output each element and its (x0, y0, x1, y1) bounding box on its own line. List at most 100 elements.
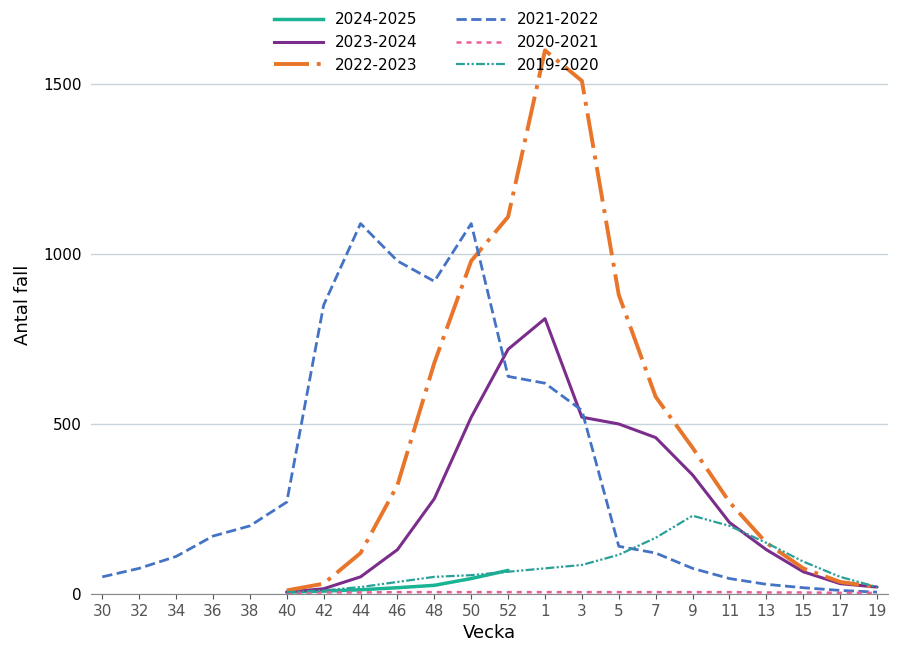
2023-2024 (465, 413, 476, 421)
2023-2024 (576, 413, 587, 421)
2021-2022 (761, 581, 772, 588)
2022-2023 (834, 578, 845, 586)
2019-2020 (429, 573, 440, 581)
2022-2023 (502, 213, 513, 220)
2023-2024 (281, 588, 292, 596)
2022-2023 (539, 47, 550, 54)
2021-2022 (576, 407, 587, 415)
X-axis label: Vecka: Vecka (463, 624, 516, 642)
2019-2020 (613, 551, 624, 559)
2023-2024 (650, 434, 661, 441)
2022-2023 (761, 539, 772, 547)
2024-2025 (355, 586, 366, 594)
2021-2022 (207, 532, 218, 540)
2021-2022 (244, 522, 255, 530)
2020-2021 (465, 588, 476, 596)
Line: 2019-2020: 2019-2020 (287, 516, 877, 592)
Line: 2021-2022: 2021-2022 (102, 224, 877, 592)
2019-2020 (761, 539, 772, 547)
2023-2024 (871, 583, 882, 591)
2021-2022 (355, 220, 366, 228)
2021-2022 (97, 573, 107, 581)
2024-2025 (392, 584, 403, 592)
2020-2021 (687, 588, 698, 596)
2024-2025 (281, 588, 292, 596)
2019-2020 (318, 586, 329, 594)
2021-2022 (724, 575, 735, 583)
Line: 2020-2021: 2020-2021 (287, 592, 877, 593)
2022-2023 (724, 498, 735, 506)
2020-2021 (724, 588, 735, 596)
2021-2022 (392, 257, 403, 265)
2021-2022 (834, 586, 845, 594)
2022-2023 (465, 257, 476, 265)
2020-2021 (761, 588, 772, 596)
2022-2023 (281, 586, 292, 594)
2020-2021 (429, 588, 440, 596)
2021-2022 (170, 552, 181, 560)
2019-2020 (392, 578, 403, 586)
2020-2021 (798, 588, 809, 596)
2019-2020 (650, 534, 661, 542)
2022-2023 (871, 583, 882, 591)
2020-2021 (613, 588, 624, 596)
2023-2024 (761, 546, 772, 554)
2023-2024 (539, 315, 550, 323)
2020-2021 (318, 588, 329, 596)
2021-2022 (871, 588, 882, 596)
2022-2023 (798, 564, 809, 572)
2021-2022 (429, 277, 440, 285)
2020-2021 (871, 589, 882, 597)
Line: 2024-2025: 2024-2025 (287, 571, 508, 592)
2021-2022 (650, 549, 661, 557)
2023-2024 (318, 584, 329, 592)
2023-2024 (613, 420, 624, 428)
2019-2020 (687, 512, 698, 520)
2023-2024 (392, 546, 403, 554)
2021-2022 (133, 564, 144, 572)
2023-2024 (798, 568, 809, 576)
2019-2020 (798, 558, 809, 565)
2020-2021 (576, 588, 587, 596)
2021-2022 (798, 584, 809, 592)
2021-2022 (281, 498, 292, 506)
2019-2020 (576, 561, 587, 569)
2022-2023 (613, 291, 624, 299)
Y-axis label: Antal fall: Antal fall (14, 265, 32, 345)
2020-2021 (281, 589, 292, 597)
2020-2021 (539, 588, 550, 596)
2024-2025 (465, 575, 476, 583)
2020-2021 (355, 588, 366, 596)
2020-2021 (502, 588, 513, 596)
2022-2023 (650, 393, 661, 401)
2023-2024 (429, 495, 440, 502)
2023-2024 (687, 471, 698, 479)
2023-2024 (355, 573, 366, 581)
2019-2020 (465, 571, 476, 579)
2022-2023 (318, 580, 329, 588)
2019-2020 (724, 522, 735, 530)
2020-2021 (392, 588, 403, 596)
2022-2023 (576, 77, 587, 85)
2021-2022 (687, 564, 698, 572)
2024-2025 (429, 581, 440, 589)
2021-2022 (318, 301, 329, 309)
Line: 2022-2023: 2022-2023 (287, 51, 877, 590)
2019-2020 (871, 583, 882, 591)
2020-2021 (834, 589, 845, 597)
2022-2023 (355, 549, 366, 557)
2019-2020 (834, 573, 845, 581)
2022-2023 (392, 482, 403, 489)
2022-2023 (429, 359, 440, 367)
Legend: 2024-2025, 2023-2024, 2022-2023, 2021-2022, 2020-2021, 2019-2020: 2024-2025, 2023-2024, 2022-2023, 2021-20… (274, 12, 600, 73)
2019-2020 (502, 568, 513, 576)
2019-2020 (355, 583, 366, 591)
2023-2024 (724, 518, 735, 526)
2023-2024 (502, 345, 513, 353)
2023-2024 (834, 580, 845, 588)
2022-2023 (687, 444, 698, 452)
2021-2022 (465, 220, 476, 228)
2020-2021 (650, 588, 661, 596)
2021-2022 (613, 543, 624, 550)
2019-2020 (539, 564, 550, 572)
